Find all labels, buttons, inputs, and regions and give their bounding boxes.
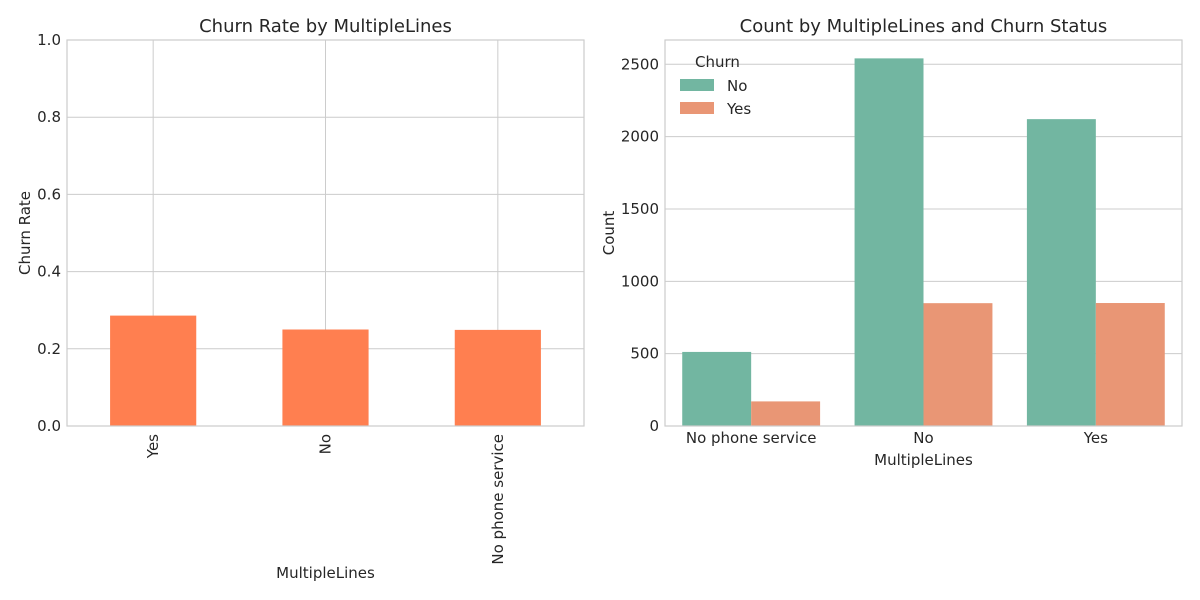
count-ticks: 0 500 1000 1500 2000 2500 No phone service No Ye… [621,55,1108,447]
bar-no-churn-yes [923,303,993,426]
x-tick-label: Yes [144,434,162,459]
count-bars [682,58,1165,427]
bar-yes-churn-yes [1095,303,1165,426]
legend-label-no: No [727,77,747,95]
bar-no-phone-service-churn-yes [751,401,821,426]
y-tick-label: 500 [630,345,659,363]
churn-rate-bars [110,315,541,426]
churn-rate-y-axis-label: Churn Rate [16,191,34,275]
x-tick-label: No [913,429,933,447]
x-tick-label: No phone service [489,434,507,565]
churn-rate-x-axis-label: MultipleLines [276,564,375,582]
legend-swatch-no [680,79,714,91]
count-x-axis-label: MultipleLines [874,451,973,469]
x-tick-label: Yes [1083,429,1108,447]
y-tick-label: 0 [649,417,659,435]
count-plot-frame [664,39,1183,427]
bar-yes [110,315,197,426]
legend-label-yes: Yes [726,100,751,118]
bar-yes-churn-no [1026,119,1096,427]
count-chart: Count by MultipleLines and Churn Status … [600,16,1183,469]
y-tick-label: 0.6 [37,185,61,203]
churn-rate-ticks: 0.0 0.2 0.4 0.6 0.8 1.0 Yes No No phone service [37,31,507,565]
legend-title: Churn [695,53,740,71]
y-tick-label: 1000 [621,272,659,290]
churn-rate-chart: Churn Rate by MultipleLines MultipleLine… [16,16,585,582]
y-tick-label: 0.4 [37,263,61,281]
y-tick-label: 0.0 [37,417,61,435]
y-tick-label: 2500 [621,55,659,73]
y-tick-label: 1500 [621,200,659,218]
legend-swatch-yes [680,102,714,114]
churn-rate-plot-frame [66,39,585,427]
churn-legend: Churn No Yes [680,53,751,118]
count-chart-title: Count by MultipleLines and Churn Status [740,16,1108,37]
y-tick-label: 0.2 [37,340,61,358]
bar-no [282,329,369,426]
y-tick-label: 0.8 [37,108,61,126]
x-tick-label: No [317,434,335,454]
bar-no-phone-service-churn-no [682,351,752,426]
x-tick-label: No phone service [686,429,817,447]
y-tick-label: 2000 [621,128,659,146]
bar-no-phone-service [454,329,541,426]
count-y-axis-label: Count [600,211,618,256]
bar-no-churn-no [854,58,924,427]
y-tick-label: 1.0 [37,31,61,49]
churn-rate-chart-title: Churn Rate by MultipleLines [199,16,452,37]
